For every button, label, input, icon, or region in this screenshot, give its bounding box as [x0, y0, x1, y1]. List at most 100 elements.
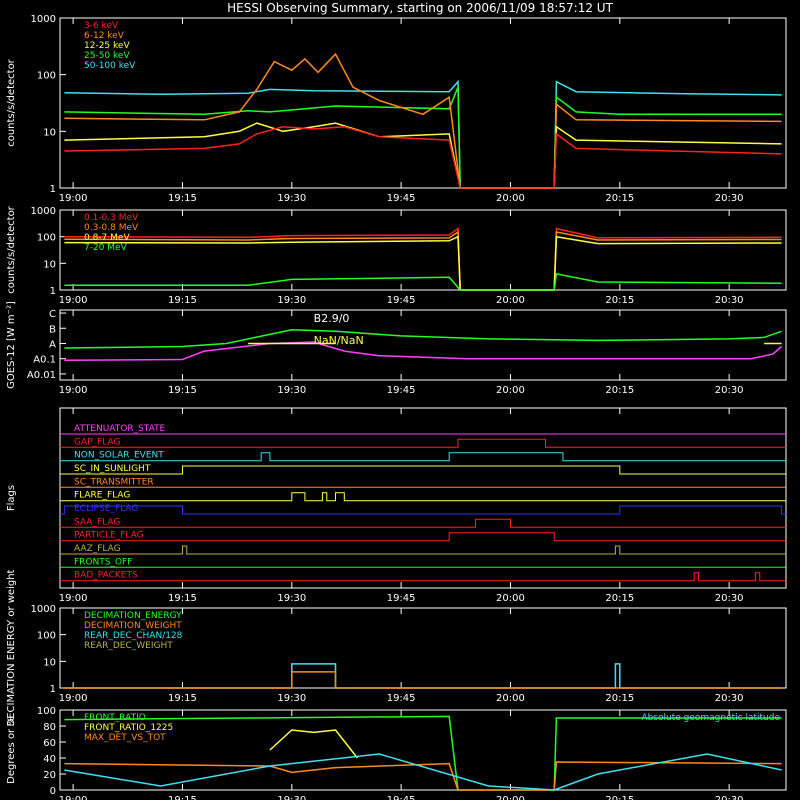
series-absolute-geomagnetic-latitude [64, 753, 782, 791]
series-7-20-mev [64, 273, 782, 291]
x-tick-label: 19:45 [387, 193, 416, 204]
y-tick-label: A0.01 [27, 370, 56, 381]
x-tick-label: 19:30 [277, 295, 306, 306]
latitude-label: Absolute geomagnetic latitude [641, 713, 780, 723]
y-axis-label: DECIMATION ENERGY or weight [6, 569, 17, 726]
y-axis-label: counts/s/detector [6, 58, 17, 146]
series-50-100-kev [64, 79, 782, 189]
legend-entry: 7-20 MeV [84, 243, 128, 253]
x-tick-label: 19:30 [277, 593, 306, 604]
x-tick-label: 19:45 [387, 593, 416, 604]
legend-entry: FRONT_RATIO_1225 [84, 723, 173, 733]
flag-line-gap-flag [60, 438, 786, 448]
flag-label: BAD_PACKETS [74, 571, 138, 581]
flag-label: FRONTS_OFF [74, 557, 132, 567]
flag-line-particle-flag [60, 532, 786, 542]
x-tick-label: 20:00 [496, 295, 525, 306]
y-tick-label: 1 [50, 684, 56, 695]
y-tick-label: 1 [50, 184, 56, 195]
flag-label: AAZ_FLAG [74, 544, 121, 554]
y-tick-label: 100 [37, 706, 56, 717]
y-tick-label: 1000 [31, 206, 56, 217]
panel-frame [59, 709, 787, 791]
panel-frame [59, 209, 787, 291]
x-tick-label: 19:15 [168, 693, 197, 704]
x-tick-label: 20:00 [496, 693, 525, 704]
x-tick-label: 19:45 [387, 295, 416, 306]
y-tick-label: 0 [50, 786, 56, 797]
y-axis-label: counts/s/detector [6, 205, 17, 293]
panel-p1: 19:00 19:15 19:30 19:45 20:00 20:15 20:30 count… [6, 14, 787, 204]
y-tick-label: 20 [43, 770, 56, 781]
x-tick-label: 20:30 [715, 193, 744, 204]
x-tick-label: 20:15 [605, 693, 634, 704]
flag-line-saa-flag [60, 518, 786, 528]
legend-entry: REAR_DEC_CHAN/128 [84, 631, 183, 641]
y-tick-label: 100 [37, 233, 56, 244]
legend-entry: DECIMATION_WEIGHT [84, 621, 182, 631]
x-tick-label: 19:00 [59, 385, 88, 396]
x-tick-label: 20:15 [605, 193, 634, 204]
x-tick-label: 19:00 [59, 795, 88, 800]
figure-title: HESSI Observing Summary, starting on 200… [227, 1, 613, 15]
x-tick-label: 19:15 [168, 593, 197, 604]
goes-annotation: NaN/NaN [314, 334, 364, 347]
flag-line-flare-flag [60, 492, 786, 502]
legend-entry: 3-6 keV [84, 21, 119, 31]
x-tick-label: 19:15 [168, 795, 197, 800]
y-tick-label: C [49, 309, 56, 320]
x-tick-label: 19:00 [59, 193, 88, 204]
legend-entry: 6-12 keV [84, 31, 125, 41]
series-max-det-vs-tot [64, 761, 782, 791]
flag-line-aaz-flag [60, 545, 786, 555]
x-tick-label: 20:30 [715, 593, 744, 604]
panel-frame [59, 17, 787, 189]
x-tick-label: 19:45 [387, 795, 416, 800]
panel-frame [59, 309, 787, 381]
legend-entry: FRONT_RATIO [84, 713, 146, 723]
y-tick-label: 10 [43, 127, 56, 138]
panel-p5: 19:00 19:15 19:30 19:45 20:00 20:15 20:30 DECIM… [6, 569, 787, 726]
flag-label: FLARE_FLAG [74, 491, 130, 501]
series-3-6-kev [64, 126, 782, 189]
flag-label: ATTENUATOR_STATE [74, 424, 166, 434]
y-tick-label: 10 [43, 657, 56, 668]
x-tick-label: 19:45 [387, 693, 416, 704]
legend-entry: 25-50 keV [84, 51, 130, 61]
x-tick-label: 19:45 [387, 385, 416, 396]
panel-p6: 19:00 19:15 19:30 19:45 20:00 20:15 20:30 Degre… [6, 706, 787, 800]
y-tick-label: B [49, 324, 56, 335]
x-tick-label: 20:00 [496, 385, 525, 396]
x-tick-label: 19:00 [59, 593, 88, 604]
y-tick-label: A [49, 339, 56, 350]
y-tick-label: 80 [43, 722, 56, 733]
flag-line-sc-in-sunlight [60, 465, 786, 475]
flag-label: PARTICLE_FLAG [74, 531, 144, 541]
x-tick-label: 20:15 [605, 795, 634, 800]
x-tick-label: 19:00 [59, 295, 88, 306]
series-0-8-7-mev [64, 235, 782, 291]
legend-entry: 0.3-0.8 MeV [84, 223, 139, 233]
flag-label: ECLIPSE_FLAG [74, 504, 138, 514]
series-front-ratio-1225 [269, 729, 358, 759]
legend-entry: 12-25 keV [84, 41, 130, 51]
series-decimation-weight [64, 671, 782, 689]
series-0-5-4 [64, 341, 783, 361]
y-tick-label: 1000 [31, 14, 56, 25]
x-tick-label: 20:30 [715, 693, 744, 704]
x-tick-label: 20:30 [715, 385, 744, 396]
flag-line-eclipse-flag [60, 505, 786, 515]
y-tick-label: A0.1 [33, 355, 56, 366]
x-tick-label: 19:15 [168, 385, 197, 396]
legend-entry: 0.1-0.3 MeV [84, 213, 139, 223]
series-25-50-kev [64, 86, 782, 189]
y-axis-label: Flags [6, 485, 17, 511]
x-tick-label: 20:00 [496, 795, 525, 800]
y-tick-label: 60 [43, 738, 56, 749]
x-tick-label: 20:15 [605, 593, 634, 604]
flag-label: NON_SOLAR_EVENT [74, 451, 164, 461]
x-tick-label: 19:15 [168, 295, 197, 306]
flag-label: SC_IN_SUNLIGHT [74, 464, 151, 474]
series-1-8 [64, 329, 782, 349]
legend-entry: MAX_DET_VS_TOT [84, 733, 166, 743]
